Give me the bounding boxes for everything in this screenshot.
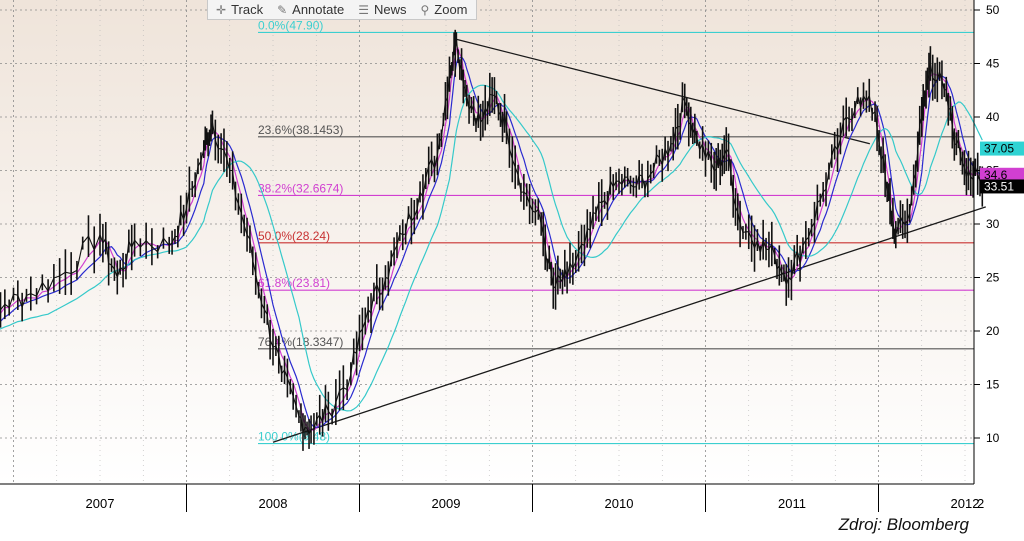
y-axis: 101520253035404550	[974, 3, 1000, 445]
annotate-button[interactable]: ✎ Annotate	[277, 2, 344, 17]
annotate-label: Annotate	[292, 2, 345, 17]
fib-level-label: 50.0%(28.24)	[258, 229, 330, 243]
price-badge-bg	[980, 179, 1024, 194]
fib-level-label: 23.6%(38.1453)	[258, 123, 343, 137]
price-badge-label: 33.51	[984, 179, 1014, 193]
news-label: News	[373, 2, 407, 17]
price-series	[0, 29, 984, 451]
y-tick-label: 45	[986, 57, 1000, 71]
price-badge-label: 34.6	[984, 168, 1008, 182]
y-tick-label: 15	[986, 378, 1000, 392]
price-badge-bg	[980, 141, 1024, 156]
zoom-button[interactable]: ⚲ Zoom	[420, 2, 467, 17]
moving-average-line	[0, 84, 983, 412]
track-label: Track	[231, 2, 264, 17]
y-tick-label: 25	[986, 271, 1000, 285]
chart-toolbar: ✛ Track ✎ Annotate ☰ News ⚲ Zoom	[207, 0, 477, 20]
x-tick-label: 2007	[86, 496, 115, 511]
x-tick-label: 2009	[432, 496, 461, 511]
trendlines	[272, 38, 986, 443]
price-badge-bg	[980, 167, 1024, 182]
news-button[interactable]: ☰ News	[358, 2, 406, 17]
fib-level-label: 38.2%(32.6674)	[258, 181, 343, 195]
fib-level-label: 100.0%(9.48)	[258, 430, 330, 444]
y-tick-label: 30	[986, 217, 1000, 231]
y-tick-label: 50	[986, 3, 1000, 17]
trendline	[272, 206, 986, 443]
price-badge-label: 37.05	[984, 142, 1014, 156]
source-caption: Zdroj: Bloomberg	[838, 515, 969, 534]
y-tick-label: 20	[986, 324, 1000, 338]
x-tick-label: 2011	[778, 496, 806, 511]
x-tick-label-partial: 2	[977, 496, 984, 511]
price-line	[0, 38, 983, 436]
crosshair-icon: ✛	[216, 2, 227, 17]
price-badges: 37.05 34.633.51	[980, 141, 1024, 194]
fibonacci-levels: 0.0%(47.90) 23.6%(38.1453) 38.2%(32.6674) 5…	[258, 18, 974, 445]
fib-level-label: 61.8%(23.81)	[258, 276, 330, 290]
pencil-icon: ✎	[277, 2, 288, 17]
x-tick-label: 2008	[259, 496, 288, 511]
fib-level-label: 0.0%(47.90)	[258, 18, 323, 32]
track-button[interactable]: ✛ Track	[216, 2, 263, 17]
news-icon: ☰	[358, 2, 369, 17]
y-tick-label: 10	[986, 431, 1000, 445]
magnifier-icon: ⚲	[420, 2, 430, 17]
x-tick-label: 2010	[605, 496, 634, 511]
x-tick-label: 2012	[951, 496, 980, 511]
zoom-label: Zoom	[434, 2, 468, 17]
y-tick-label: 40	[986, 110, 1000, 124]
trendline	[454, 38, 871, 145]
moving-average-line	[0, 56, 983, 428]
